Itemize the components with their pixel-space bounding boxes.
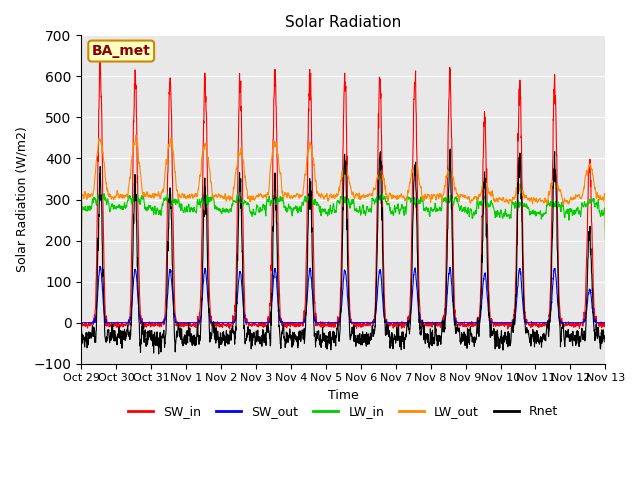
SW_out <box>224 320 232 325</box>
LW_in <box>570 209 578 215</box>
SW_in <box>570 324 578 330</box>
Rnet <box>77 323 85 328</box>
Text: BA_met: BA_met <box>92 44 150 58</box>
LW_out <box>358 193 366 199</box>
LW_out <box>496 195 504 201</box>
Line: SW_out: SW_out <box>81 266 605 323</box>
LW_out <box>370 187 378 192</box>
SW_in <box>358 321 366 326</box>
Line: SW_in: SW_in <box>81 56 605 329</box>
Rnet <box>370 327 378 333</box>
Rnet <box>447 146 454 152</box>
SW_out <box>370 320 378 325</box>
SW_in <box>504 326 511 332</box>
LW_in <box>602 239 609 244</box>
Rnet <box>224 341 232 347</box>
LW_in <box>224 207 232 213</box>
Legend: SW_in, SW_out, LW_in, LW_out, Rnet: SW_in, SW_out, LW_in, LW_out, Rnet <box>124 400 563 423</box>
LW_in <box>496 214 504 219</box>
Line: Rnet: Rnet <box>81 149 605 354</box>
Title: Solar Radiation: Solar Radiation <box>285 15 401 30</box>
Rnet <box>602 338 609 344</box>
SW_in <box>556 300 563 305</box>
LW_out <box>602 226 609 231</box>
LW_out <box>224 195 232 201</box>
LW_out <box>556 187 563 192</box>
SW_in <box>97 53 104 59</box>
SW_out <box>358 320 366 325</box>
Rnet <box>496 345 504 351</box>
SW_in <box>602 323 609 329</box>
SW_out <box>496 320 504 325</box>
LW_out <box>570 195 578 201</box>
LW_out <box>77 257 85 263</box>
Rnet <box>358 333 366 338</box>
SW_out <box>96 264 104 269</box>
SW_out <box>602 320 609 325</box>
LW_in <box>556 204 563 209</box>
LW_in <box>100 191 108 196</box>
LW_in <box>77 263 85 269</box>
Rnet <box>556 319 563 324</box>
LW_in <box>370 197 378 203</box>
Line: LW_in: LW_in <box>81 193 605 266</box>
SW_in <box>77 323 85 328</box>
LW_out <box>132 132 140 138</box>
SW_out <box>570 320 578 325</box>
SW_out <box>556 315 563 321</box>
LW_in <box>358 204 366 210</box>
X-axis label: Time: Time <box>328 389 358 402</box>
SW_out <box>77 320 85 325</box>
Rnet <box>570 336 578 342</box>
Rnet <box>155 351 163 357</box>
SW_in <box>370 316 378 322</box>
SW_in <box>224 322 232 328</box>
Y-axis label: Solar Radiation (W/m2): Solar Radiation (W/m2) <box>15 127 28 273</box>
SW_in <box>496 320 504 326</box>
Line: LW_out: LW_out <box>81 135 605 260</box>
